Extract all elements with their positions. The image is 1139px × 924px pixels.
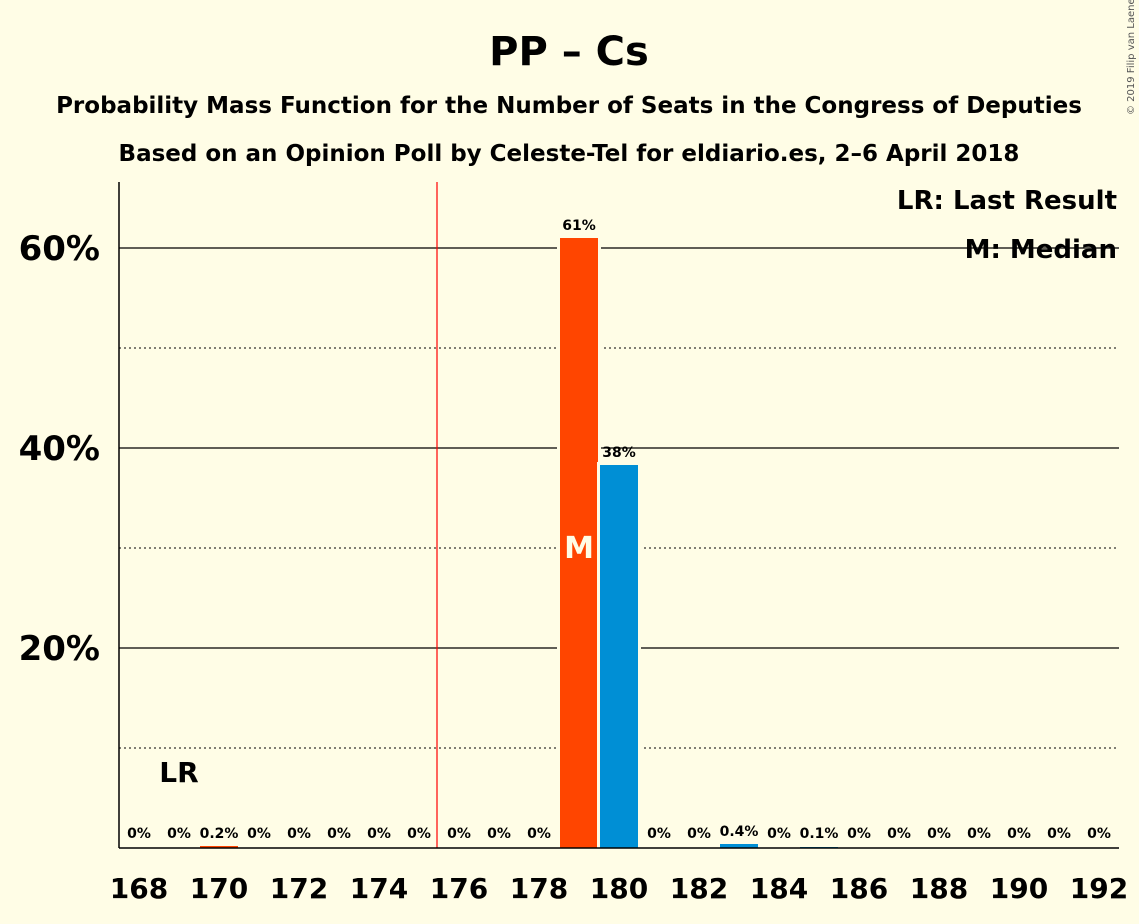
copyright-notice: © 2019 Filip van Laenen	[1126, 0, 1137, 115]
x-tick-label: 192	[1070, 872, 1128, 905]
bar-value-label: 0%	[247, 826, 271, 842]
x-tick-label: 178	[510, 872, 568, 905]
x-axis-ticks: 168 170 172 174 176 178 180 182 184 186 188 190 192	[110, 872, 1128, 905]
legend-median: M: Median	[965, 235, 1117, 265]
bar	[560, 238, 598, 848]
bar-value-label: 0%	[927, 826, 951, 842]
bar-value-label: 0%	[487, 826, 511, 842]
bar-value-label: 0%	[847, 826, 871, 842]
bar-value-label: 0.1%	[800, 826, 839, 842]
chart-subtitle-2: Based on an Opinion Poll by Celeste-Tel …	[119, 141, 1020, 167]
bar-value-label: 0%	[1047, 826, 1071, 842]
value-labels: 0% 0% 0.2% 0% 0% 0% 0% 0% 0% 0% 0% 61% 38% 0% 0% 0.4% 0%…	[127, 218, 1111, 842]
bar-value-label: 0%	[367, 826, 391, 842]
x-tick-label: 180	[590, 872, 648, 905]
bar-value-label: 0%	[407, 826, 431, 842]
x-tick-label: 174	[350, 872, 408, 905]
bar-value-label: 0%	[167, 826, 191, 842]
x-tick-label: 184	[750, 872, 808, 905]
bar-series	[200, 235, 838, 848]
x-tick-label: 182	[670, 872, 728, 905]
bar-value-label: 0%	[527, 826, 551, 842]
y-axis-ticks: 20% 40% 60%	[19, 229, 100, 669]
bar-value-label: 0%	[647, 826, 671, 842]
bar-value-label: 0.2%	[200, 826, 239, 842]
x-tick-label: 188	[910, 872, 968, 905]
bar-value-label: 0%	[127, 826, 151, 842]
y-tick-label: 40%	[19, 429, 100, 469]
bar	[720, 844, 758, 848]
bar-value-label: 38%	[602, 445, 636, 461]
bar-value-label: 61%	[562, 218, 596, 234]
x-tick-label: 172	[270, 872, 328, 905]
median-marker: M	[564, 531, 594, 566]
x-tick-label: 190	[990, 872, 1048, 905]
x-tick-label: 170	[190, 872, 248, 905]
bar-value-label: 0%	[887, 826, 911, 842]
bar-value-label: 0.4%	[720, 824, 759, 840]
bar	[200, 846, 238, 848]
bar-value-label: 0%	[967, 826, 991, 842]
x-tick-label: 168	[110, 872, 168, 905]
bar-value-label: 0%	[327, 826, 351, 842]
chart-title: PP – Cs	[489, 29, 649, 75]
last-result-label: LR	[159, 756, 198, 789]
bar-value-label: 0%	[287, 826, 311, 842]
y-tick-label: 60%	[19, 229, 100, 269]
bar-value-label: 0%	[767, 826, 791, 842]
bar-value-label: 0%	[1007, 826, 1031, 842]
bar-value-label: 0%	[1087, 826, 1111, 842]
bar-value-label: 0%	[447, 826, 471, 842]
legend-last-result: LR: Last Result	[897, 186, 1117, 216]
bar-value-label: 0%	[687, 826, 711, 842]
y-tick-label: 20%	[19, 629, 100, 669]
x-tick-label: 176	[430, 872, 488, 905]
x-tick-label: 186	[830, 872, 888, 905]
chart-subtitle-1: Probability Mass Function for the Number…	[56, 93, 1082, 119]
bar	[600, 465, 638, 848]
